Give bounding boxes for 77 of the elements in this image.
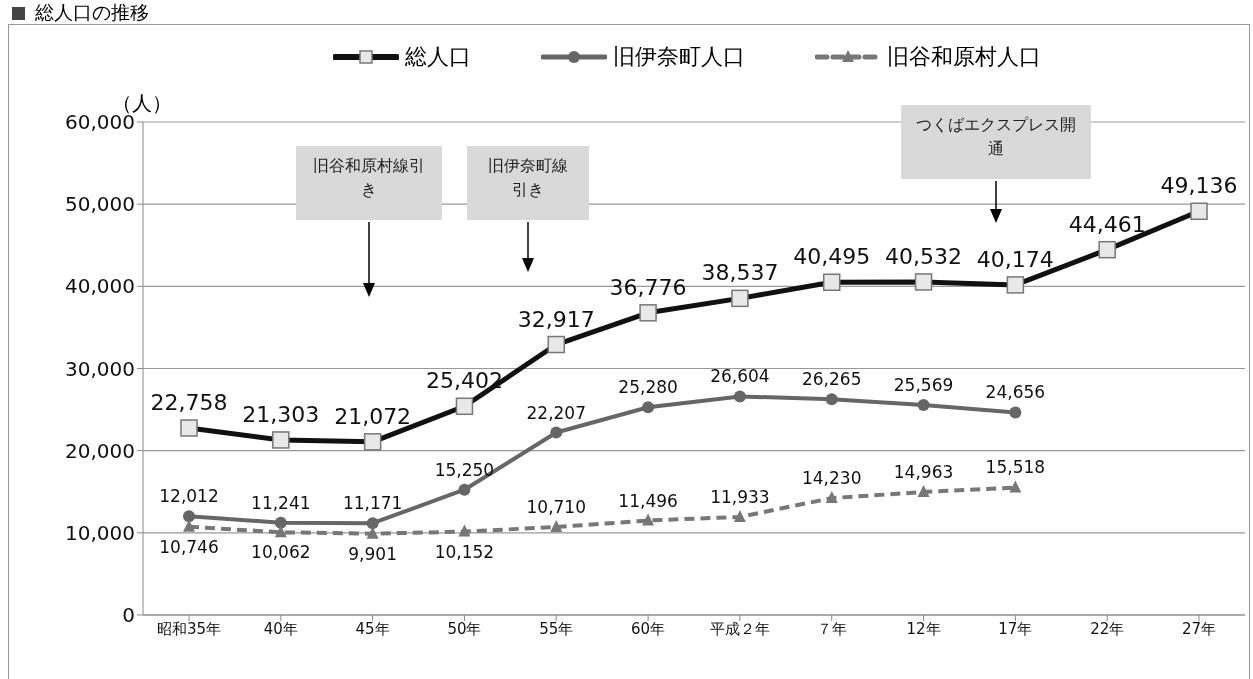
point bbox=[458, 524, 471, 537]
data-label: 12,012 bbox=[159, 486, 219, 507]
data-label: 11,496 bbox=[618, 490, 678, 511]
data-label: 25,280 bbox=[618, 377, 678, 398]
data-label: 10,746 bbox=[159, 536, 219, 557]
x-tick-label: 昭和35年 bbox=[156, 619, 222, 638]
x-tick-label: 平成２年 bbox=[709, 619, 770, 638]
y-tick-label: 20,000 bbox=[65, 438, 135, 463]
data-label: 11,171 bbox=[342, 493, 403, 514]
point bbox=[458, 483, 471, 496]
data-label: 22,758 bbox=[150, 390, 228, 416]
data-label: 38,537 bbox=[701, 260, 779, 286]
point bbox=[366, 526, 379, 539]
point bbox=[183, 510, 195, 523]
data-label: 44,461 bbox=[1068, 211, 1146, 237]
data-label: 21,303 bbox=[242, 401, 320, 427]
point bbox=[917, 398, 930, 411]
data-label: 11,241 bbox=[251, 492, 311, 513]
data-label: 15,250 bbox=[434, 459, 495, 480]
data-label: 11,933 bbox=[710, 486, 770, 507]
y-tick-label: 10,000 bbox=[65, 520, 135, 545]
data-label: 10,062 bbox=[251, 542, 311, 563]
legend-label: 総人口 bbox=[404, 43, 471, 71]
point bbox=[825, 393, 838, 406]
data-label: 26,265 bbox=[801, 369, 862, 390]
data-label: 22,207 bbox=[526, 402, 587, 423]
data-label: 49,136 bbox=[1160, 173, 1238, 199]
x-tick-label: 17年 bbox=[998, 619, 1033, 638]
data-label: 14,230 bbox=[801, 468, 862, 489]
point bbox=[1009, 480, 1022, 493]
point bbox=[642, 513, 655, 526]
x-tick-label: ７年 bbox=[816, 619, 847, 638]
x-tick-label: 22年 bbox=[1090, 619, 1125, 638]
data-label: 36,776 bbox=[609, 274, 687, 300]
data-label: 15,518 bbox=[985, 457, 1046, 478]
x-tick-label: 60年 bbox=[631, 619, 666, 638]
annotation: つくばエクスプレス開通 bbox=[901, 105, 1091, 179]
chart-title: 総人口の推移 bbox=[35, 0, 149, 25]
point bbox=[550, 520, 563, 532]
data-label: 10,152 bbox=[434, 541, 495, 562]
point bbox=[183, 519, 195, 532]
data-label: 25,569 bbox=[893, 374, 954, 395]
data-label: 40,495 bbox=[793, 244, 871, 270]
y-tick-label: 30,000 bbox=[65, 356, 135, 381]
y-tick-label: 0 bbox=[122, 603, 135, 628]
data-label: 14,963 bbox=[893, 462, 954, 483]
x-tick-label: 55年 bbox=[539, 619, 574, 638]
data-label: 10,710 bbox=[526, 497, 587, 517]
annotation: 旧谷和原村線引き bbox=[296, 146, 442, 220]
point bbox=[366, 517, 379, 530]
legend-label: 旧伊奈町人口 bbox=[612, 43, 745, 71]
point bbox=[274, 525, 287, 538]
point bbox=[274, 516, 287, 529]
point bbox=[642, 401, 655, 414]
point bbox=[733, 509, 746, 522]
point bbox=[550, 426, 563, 439]
point bbox=[825, 491, 838, 504]
x-tick-label: 45年 bbox=[355, 619, 390, 638]
x-tick-label: 27年 bbox=[1181, 619, 1217, 638]
data-label: 32,917 bbox=[517, 306, 595, 332]
data-label: 9,901 bbox=[348, 543, 397, 564]
data-label: 24,656 bbox=[985, 382, 1046, 403]
y-tick-label: 40,000 bbox=[65, 274, 135, 299]
data-label: 40,532 bbox=[885, 243, 963, 269]
x-tick-label: 12年 bbox=[906, 619, 941, 638]
data-label: 40,174 bbox=[976, 246, 1054, 272]
data-label: 25,402 bbox=[425, 368, 503, 394]
y-tick-label: 50,000 bbox=[65, 192, 135, 217]
point bbox=[917, 485, 930, 498]
point bbox=[1009, 406, 1022, 419]
annotation: 旧伊奈町線引き bbox=[467, 146, 589, 220]
point bbox=[733, 390, 746, 403]
x-tick-label: 40年 bbox=[263, 619, 298, 638]
x-tick-label: 50年 bbox=[447, 619, 482, 638]
legend-label: 旧谷和原村人口 bbox=[886, 43, 1041, 71]
data-label: 21,072 bbox=[334, 403, 412, 429]
data-label: 26,604 bbox=[710, 366, 770, 387]
